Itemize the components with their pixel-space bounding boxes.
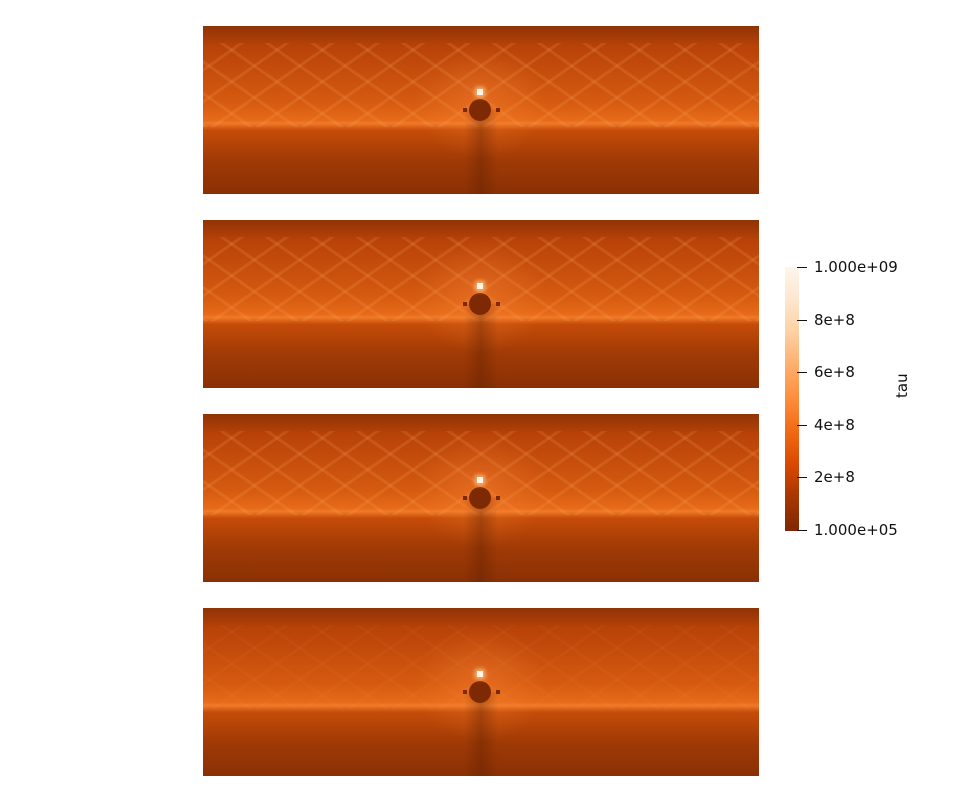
shadow <box>464 304 498 388</box>
tick-mark <box>797 530 807 531</box>
hotspot <box>477 671 483 677</box>
shadow <box>464 498 498 582</box>
shadow <box>464 110 498 194</box>
hotspot <box>477 477 483 483</box>
obstacle <box>469 293 491 315</box>
tick-mark <box>797 372 807 373</box>
dot <box>496 496 500 500</box>
obstacle <box>469 487 491 509</box>
colorbar <box>785 267 799 531</box>
obstacle <box>469 99 491 121</box>
tick-mark <box>797 320 807 321</box>
obstacle <box>469 681 491 703</box>
colorbar-title: tau <box>893 373 911 398</box>
dot <box>463 108 467 112</box>
tick-label: 4e+8 <box>814 416 855 434</box>
dot <box>463 496 467 500</box>
dot <box>496 690 500 694</box>
panel-4 <box>203 608 759 776</box>
hotspot <box>477 283 483 289</box>
dot <box>463 302 467 306</box>
shadow <box>464 692 498 776</box>
tick-mark <box>797 425 807 426</box>
colorbar-ticks: 1.000e+09 8e+8 6e+8 4e+8 2e+8 1.000e+05 <box>797 258 957 539</box>
tick-label: 2e+8 <box>814 468 855 486</box>
dot <box>496 302 500 306</box>
hotspot <box>477 89 483 95</box>
panel-3 <box>203 414 759 582</box>
tick-mark <box>797 477 807 478</box>
tick-label: 1.000e+05 <box>814 521 898 539</box>
tick-label: 6e+8 <box>814 363 855 381</box>
dot <box>463 690 467 694</box>
tick-label: 1.000e+09 <box>814 258 898 276</box>
panel-2 <box>203 220 759 388</box>
panel-1 <box>203 26 759 194</box>
tick-mark <box>797 267 807 268</box>
dot <box>496 108 500 112</box>
tick-label: 8e+8 <box>814 311 855 329</box>
